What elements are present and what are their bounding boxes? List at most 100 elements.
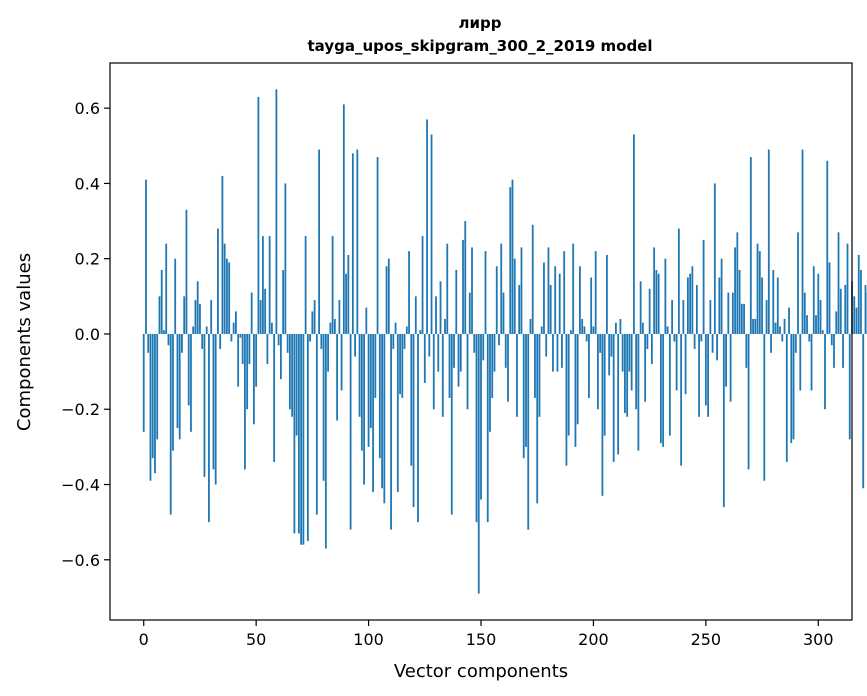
bar-245 <box>693 333 696 350</box>
bar-229 <box>657 273 660 334</box>
bar-166 <box>516 333 518 417</box>
bar-235 <box>671 300 674 334</box>
bar-141 <box>459 333 462 372</box>
bar-285 <box>783 318 786 334</box>
bar-123 <box>419 330 422 334</box>
bar-109 <box>387 258 390 334</box>
bar-73 <box>306 333 309 541</box>
bar-168 <box>520 247 523 334</box>
bar-198 <box>588 333 590 398</box>
bar-62 <box>282 269 285 334</box>
bar-192 <box>574 333 577 447</box>
bar-113 <box>396 333 399 493</box>
bar-144 <box>466 333 469 410</box>
bar-282 <box>776 277 779 334</box>
bar-234 <box>668 333 671 436</box>
bar-48 <box>250 292 253 334</box>
bar-53 <box>262 236 264 334</box>
bar-107 <box>383 333 386 504</box>
bar-83 <box>329 322 332 334</box>
x-tick-label: 0 <box>139 630 149 649</box>
bar-16 <box>178 333 181 440</box>
bar-259 <box>725 333 727 387</box>
bar-153 <box>486 333 489 523</box>
bar-40 <box>232 322 235 334</box>
bar-170 <box>525 333 527 447</box>
bar-64 <box>286 333 289 353</box>
bar-257 <box>720 258 723 334</box>
bar-169 <box>522 333 525 459</box>
bar-183 <box>554 266 557 334</box>
bar-92 <box>349 333 352 530</box>
bar-26 <box>201 333 204 350</box>
bar-268 <box>745 333 748 368</box>
bar-239 <box>680 333 683 466</box>
bar-45 <box>244 333 246 470</box>
bar-31 <box>212 333 215 470</box>
bar-231 <box>662 333 665 447</box>
bar-274 <box>758 251 761 334</box>
bar-250 <box>704 333 707 406</box>
bar-319 <box>860 269 862 334</box>
bar-213 <box>621 333 624 372</box>
bar-96 <box>358 333 361 417</box>
bar-242 <box>686 277 689 334</box>
bar-112 <box>394 322 397 334</box>
bar-106 <box>381 333 383 489</box>
bar-93 <box>351 153 354 334</box>
bar-6 <box>156 333 159 440</box>
bar-32 <box>214 333 217 485</box>
bar-147 <box>473 333 476 353</box>
bar-178 <box>543 262 545 334</box>
bar-212 <box>619 318 622 334</box>
bar-139 <box>455 269 458 334</box>
bar-283 <box>779 326 781 334</box>
bar-37 <box>226 258 228 334</box>
bar-300 <box>817 273 820 334</box>
bar-249 <box>702 239 705 334</box>
bar-88 <box>340 333 343 391</box>
bar-142 <box>462 239 464 334</box>
bar-33 <box>217 228 219 334</box>
bar-204 <box>601 333 604 496</box>
bar-199 <box>590 277 593 334</box>
bar-158 <box>498 333 500 346</box>
bar-233 <box>666 326 669 334</box>
bar-87 <box>338 300 341 334</box>
bar-314 <box>848 333 851 440</box>
x-tick-label: 50 <box>246 630 266 649</box>
bar-131 <box>437 333 440 372</box>
bar-189 <box>567 333 570 436</box>
bar-125 <box>423 333 426 383</box>
bar-294 <box>803 292 806 334</box>
bar-18 <box>183 296 186 334</box>
x-tick-label: 200 <box>578 630 609 649</box>
bar-38 <box>228 262 231 334</box>
bar-54 <box>264 288 267 334</box>
bar-27 <box>203 333 206 477</box>
bar-161 <box>504 333 507 368</box>
bar-50 <box>255 333 258 387</box>
bar-12 <box>169 333 172 515</box>
bar-42 <box>237 333 240 387</box>
bar-208 <box>610 333 613 357</box>
bar-269 <box>747 333 750 470</box>
bar-103 <box>374 333 377 398</box>
bar-238 <box>677 228 680 334</box>
bar-220 <box>637 333 640 451</box>
bar-203 <box>599 333 602 353</box>
bar-309 <box>837 232 840 334</box>
bar-167 <box>518 285 521 334</box>
bar-138 <box>453 333 455 368</box>
bar-7 <box>158 296 161 334</box>
bar-211 <box>617 333 620 455</box>
bar-68 <box>295 333 298 436</box>
bar-47 <box>248 333 251 365</box>
bar-172 <box>529 318 532 334</box>
bar-133 <box>441 333 444 417</box>
bar-253 <box>711 333 714 353</box>
bar-132 <box>439 281 442 334</box>
bar-81 <box>324 333 327 549</box>
plot-frame <box>109 62 853 621</box>
bar-224 <box>646 333 649 350</box>
